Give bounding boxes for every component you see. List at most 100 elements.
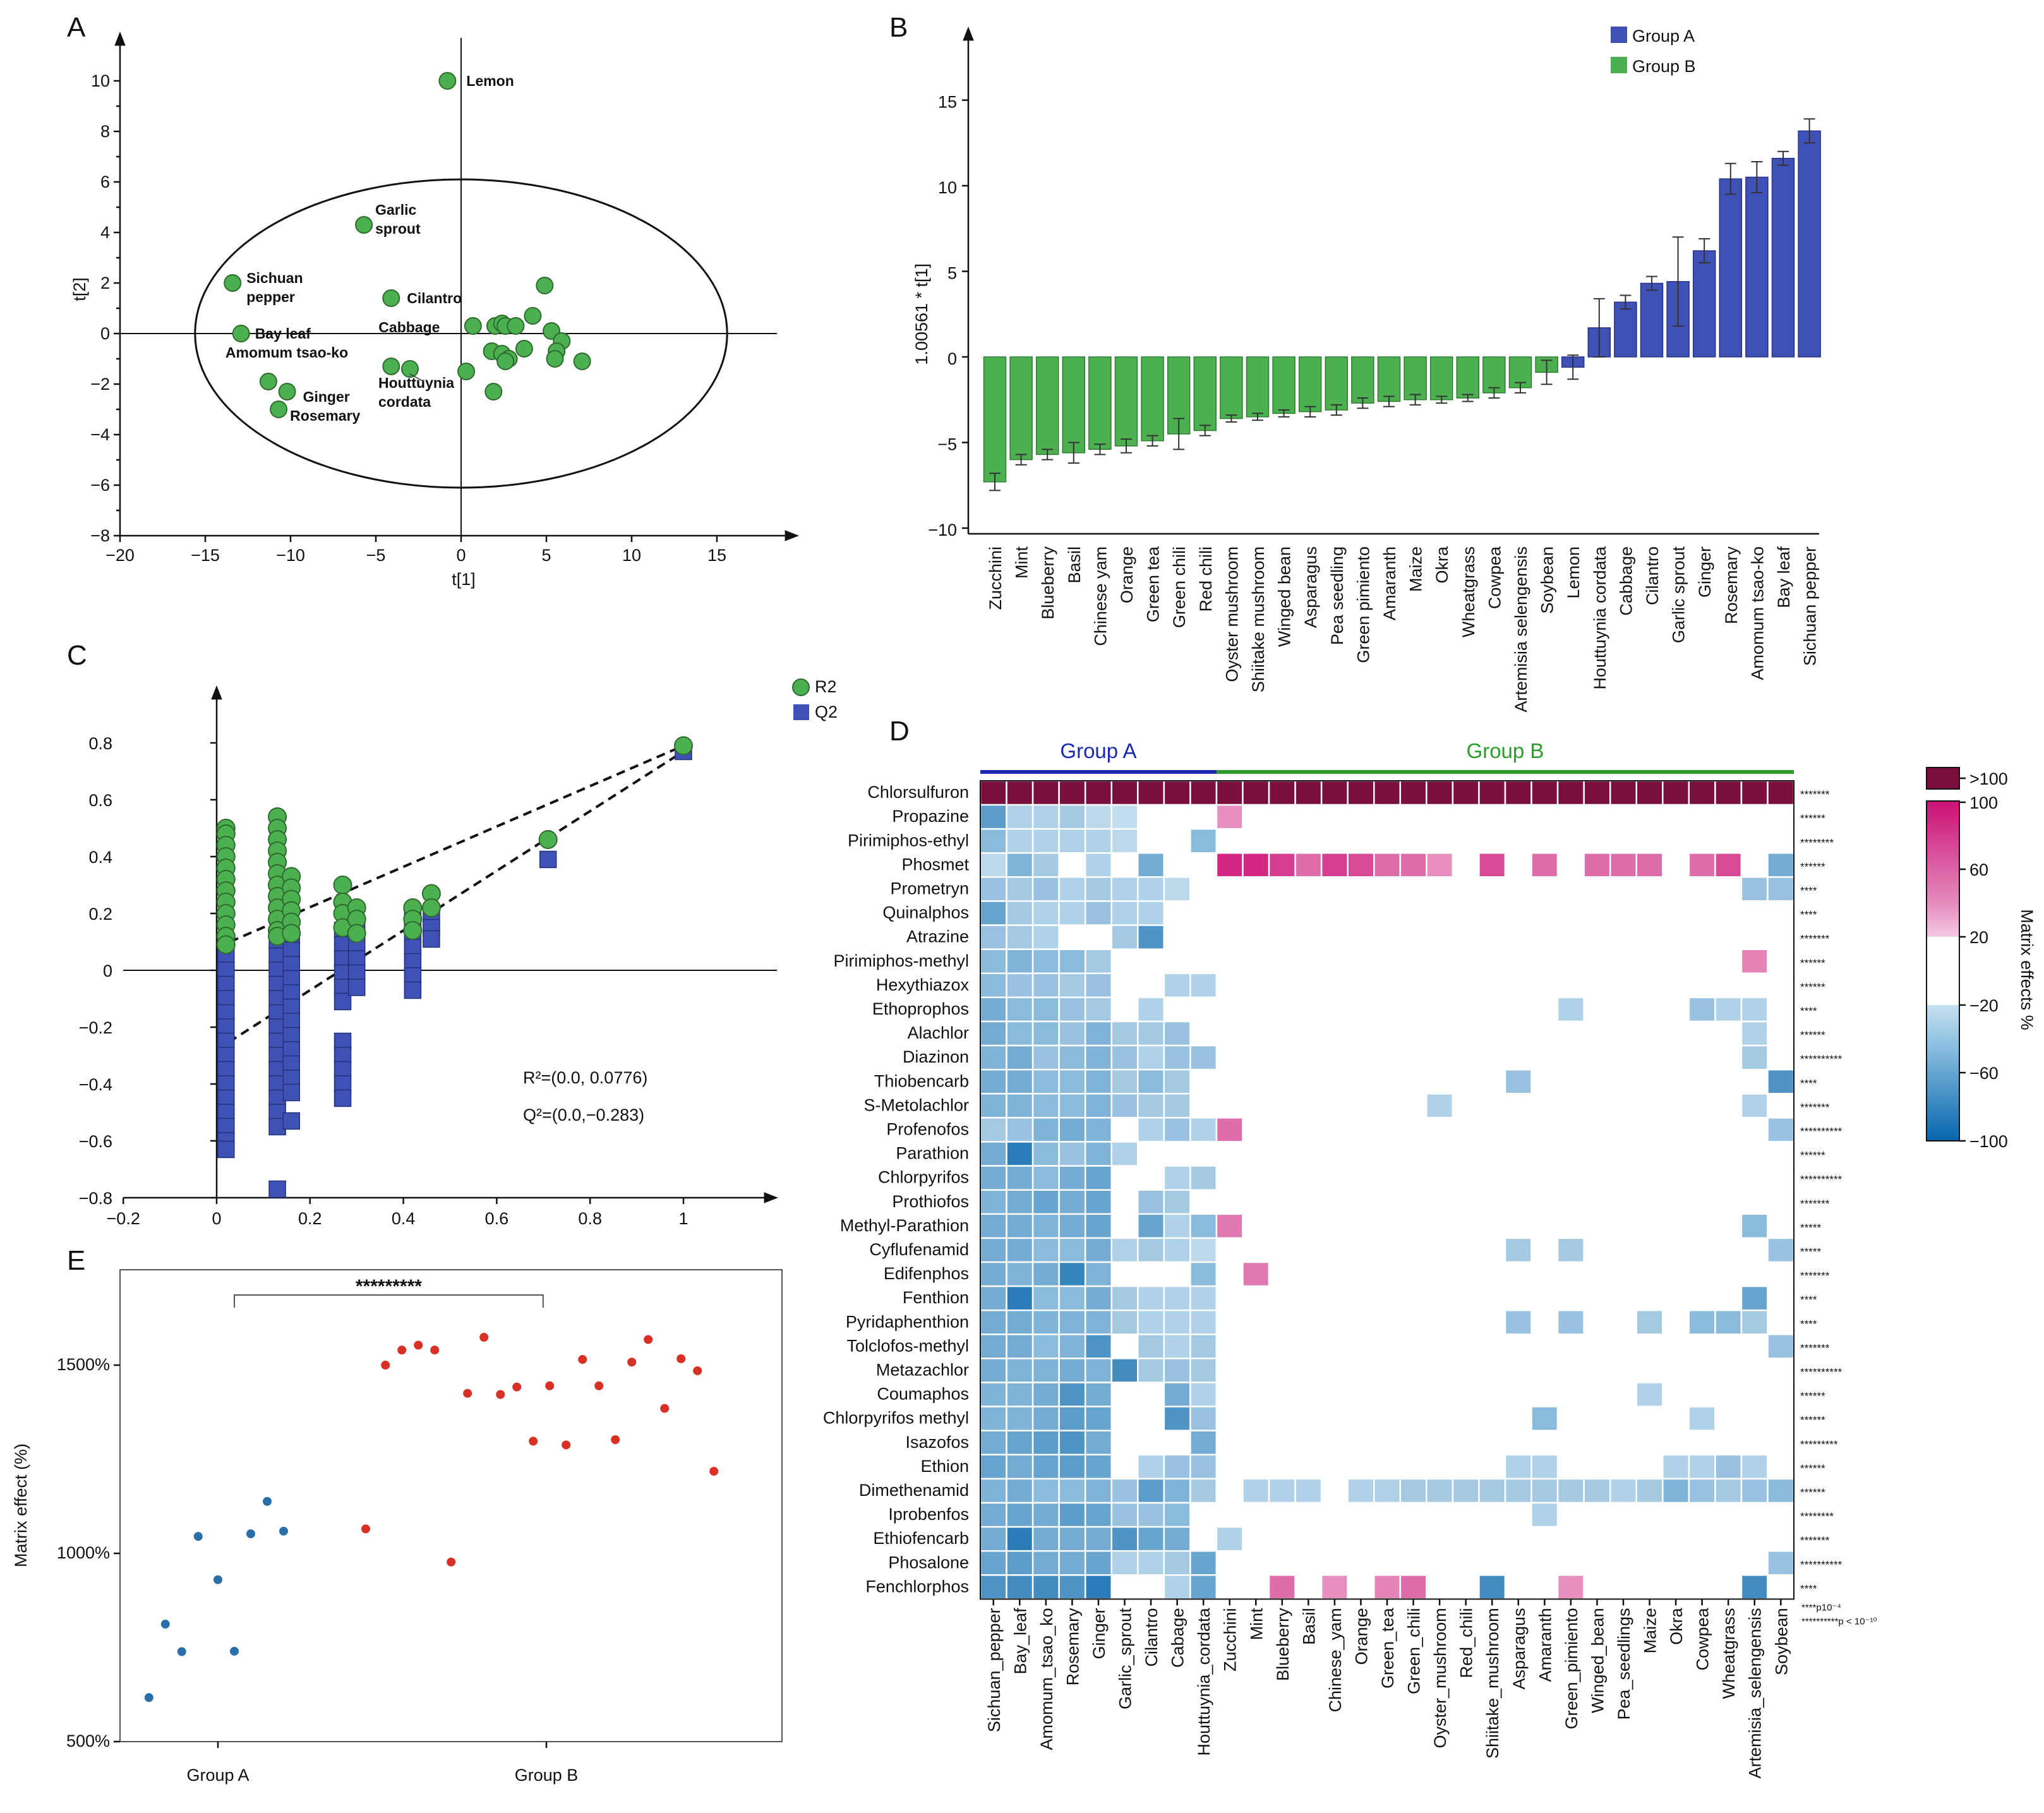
row-label: Diazinon [903,1047,969,1066]
heatmap-cell [1426,780,1454,806]
colorbar-tick-label: −100 [1969,1132,2008,1151]
heatmap-cell [1740,1358,1769,1383]
heatmap-cell [1635,1430,1664,1456]
heatmap-cell [1347,996,1375,1023]
heatmap-cell [1714,1020,1743,1047]
heatmap-cell [1530,1502,1559,1528]
x-tick-label: Cilantro [1643,546,1662,605]
group-b-point [578,1355,587,1364]
confidence-ellipse [194,178,728,489]
heatmap-cell [1242,1068,1270,1095]
heatmap-cell [1556,1117,1585,1143]
heatmap-cell [1031,924,1060,950]
heatmap-cell [1583,972,1611,999]
heatmap-cell [1189,1141,1218,1167]
heatmap-cell [1373,1334,1402,1359]
heatmap-cell [1530,1093,1559,1119]
heatmap-cell [1058,1117,1086,1143]
heatmap-cell [1268,1261,1296,1287]
heatmap-cell [1268,1068,1296,1095]
heatmap-cell [1242,1044,1270,1071]
heatmap-cell [1478,1044,1506,1071]
heatmap-cell [1058,1430,1086,1456]
group-b-point [611,1435,620,1445]
group-b-point [447,1557,456,1567]
x-tick-label: Oyster mushroom [1222,546,1241,682]
bar [1377,356,1401,402]
heatmap-cell [1189,1285,1218,1311]
heatmap-cell [1426,1189,1454,1215]
heatmap-cell [1294,900,1323,926]
panel-label-a: A [67,12,86,43]
y-tick-label: −2 [90,375,110,394]
heatmap-cell [1110,1237,1139,1263]
heatmap-cell [1163,1285,1191,1311]
heatmap-cell [979,996,1007,1023]
heatmap-cell [1373,1550,1402,1576]
heatmap-cell [1426,1574,1454,1600]
heatmap-cell [1635,1261,1664,1287]
heatmap-cell [1320,804,1349,830]
heatmap-cell [1347,1020,1375,1047]
heatmap-cell [1084,852,1112,878]
group-b-label: Group B [1467,739,1544,762]
heatmap-cell [1688,1502,1716,1528]
heatmap-cell [979,1526,1007,1552]
column-label: Orange [1352,1608,1371,1665]
heatmap-cell [1031,1478,1060,1504]
significance-stars: ******* [1800,788,1830,800]
y-tick-label: −0.6 [79,1132,112,1151]
heatmap-cell [1137,1213,1165,1239]
heatmap-cell [1268,1285,1296,1311]
heatmap-cell [1635,1068,1664,1095]
heatmap-cell [1031,948,1060,975]
heatmap-cell [1452,1454,1480,1480]
heatmap-cell [1504,876,1532,902]
heatmap-cell [1189,1382,1218,1407]
heatmap-cell [1137,948,1165,975]
point-label: Cilantro [407,290,462,306]
heatmap-cell [1189,1502,1218,1528]
heatmap-cell [1163,1141,1191,1167]
heatmap-cell [1320,1334,1349,1359]
x-tick-label: Red chili [1196,546,1215,612]
q2-point [347,950,366,968]
heatmap-cell [1163,1117,1191,1143]
heatmap-cell [1189,1165,1218,1191]
heatmap-cell [1137,1117,1165,1143]
heatmap-cell [1399,876,1428,902]
heatmap-cell [1714,1454,1743,1480]
heatmap-cell [1215,1020,1244,1047]
heatmap-cell [1294,1213,1323,1239]
heatmap-cell [1268,1309,1296,1335]
heatmap-cell [1320,1141,1349,1167]
heatmap-cell [1163,804,1191,830]
group-a-point [193,1532,203,1541]
heatmap-cell [1583,1117,1611,1143]
heatmap-cell [1556,1261,1585,1287]
heatmap-cell [1662,1382,1690,1407]
heatmap-cell [1714,1430,1743,1456]
group-b-point [361,1524,370,1534]
x-tick-label: Cowpea [1485,546,1504,609]
heatmap-cell [1530,1213,1559,1239]
heatmap-cell [1058,948,1086,975]
heatmap-cell [1452,828,1480,854]
heatmap-cell [1426,1237,1454,1263]
heatmap-cell [1084,1502,1112,1528]
x-tick-label: Artemisia selengensis [1512,546,1530,713]
heatmap-cell [1006,1093,1034,1119]
column-label: Cabage [1169,1608,1187,1668]
heatmap-cell [1399,1502,1428,1528]
heatmap-cell [1084,1068,1112,1095]
heatmap-cell [1504,1526,1532,1552]
heatmap-cell [1635,1550,1664,1576]
x-tick-label: Blueberry [1038,546,1057,620]
heatmap-cell [1320,1454,1349,1480]
heatmap-cell [1058,1093,1086,1119]
x-tick-label: Shiitake mushroom [1249,546,1268,692]
heatmap-cell [1688,1213,1716,1239]
y-tick-label: −10 [928,521,957,539]
heatmap-cell [1373,900,1402,926]
heatmap-cell [1635,948,1664,975]
